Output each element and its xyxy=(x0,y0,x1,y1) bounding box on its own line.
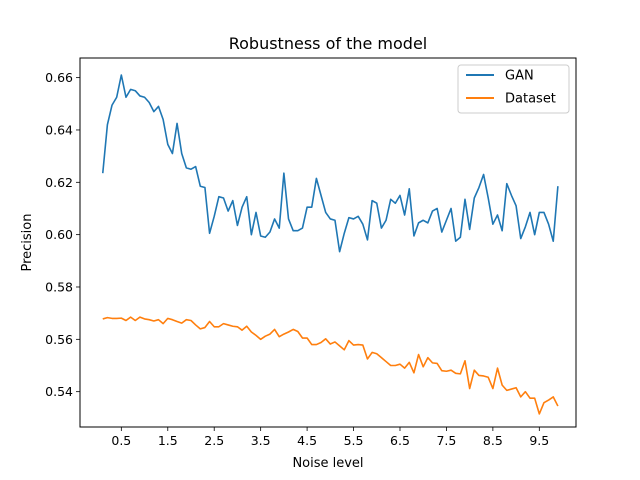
y-tick-label: 0.64 xyxy=(45,122,73,137)
x-tick-label: 5.5 xyxy=(344,433,364,448)
y-axis-label: Precision xyxy=(20,213,35,271)
x-tick-label: 1.5 xyxy=(158,433,178,448)
axes-frame xyxy=(79,57,577,428)
y-tick-label: 0.54 xyxy=(45,384,73,399)
plot-area xyxy=(101,74,559,415)
x-axis-ticks: 0.5 1.5 2.5 3.5 4.5 5.5 6.5 7.5 8.5 9.5 xyxy=(111,427,549,448)
legend-label-dataset: Dataset xyxy=(505,92,556,107)
y-axis-ticks: 0.54 0.56 0.58 0.60 0.62 0.64 0.66 xyxy=(45,70,80,399)
series-line-gan xyxy=(101,74,559,253)
y-tick-label: 0.62 xyxy=(45,175,73,190)
y-tick-label: 0.56 xyxy=(45,332,73,347)
y-tick-label: 0.60 xyxy=(45,227,73,242)
series-line-dataset xyxy=(102,316,559,415)
x-tick-label: 8.5 xyxy=(483,433,503,448)
legend-box xyxy=(457,64,570,114)
x-tick-label: 6.5 xyxy=(390,433,410,448)
x-tick-label: 7.5 xyxy=(436,433,456,448)
y-tick-label: 0.58 xyxy=(45,279,73,294)
legend: GAN Dataset xyxy=(457,64,570,114)
x-tick-label: 0.5 xyxy=(111,433,131,448)
chart-title: Robustness of the model xyxy=(229,34,428,53)
y-tick-label: 0.66 xyxy=(45,70,73,85)
x-tick-label: 9.5 xyxy=(529,433,549,448)
x-axis-label: Noise level xyxy=(292,456,363,471)
x-tick-label: 3.5 xyxy=(251,433,271,448)
legend-label-gan: GAN xyxy=(505,69,534,84)
x-tick-label: 4.5 xyxy=(297,433,317,448)
x-tick-label: 2.5 xyxy=(204,433,224,448)
